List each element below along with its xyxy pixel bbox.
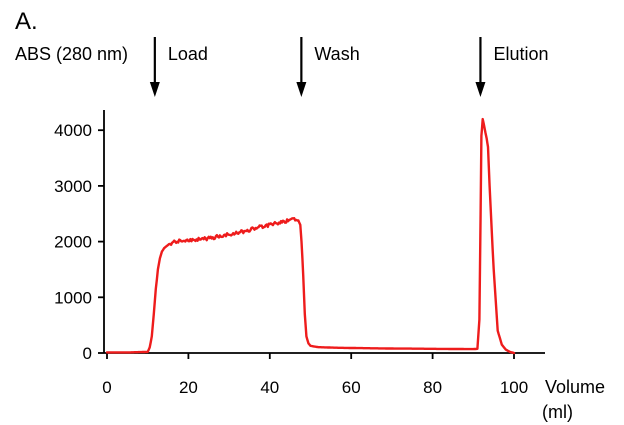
y-tick-label: 3000 <box>54 177 92 196</box>
annotations: Load Wash Elution <box>149 37 548 97</box>
series-line-0 <box>105 117 516 355</box>
x-axis-label-line2: (ml) <box>542 402 573 422</box>
y-tick-label: 4000 <box>54 121 92 140</box>
x-tick-label: 100 <box>500 378 528 397</box>
x-ticks: 0 20 40 60 80 100 <box>102 353 528 397</box>
x-tick-label: 0 <box>102 378 111 397</box>
y-tick-label: 2000 <box>54 233 92 252</box>
annotation-label: Load <box>168 44 208 64</box>
x-tick-label: 60 <box>342 378 361 397</box>
annotation-load: Load <box>149 37 208 97</box>
arrow-down-icon <box>149 82 160 97</box>
x-tick-label: 20 <box>179 378 198 397</box>
x-axis-label-line1: Volume <box>545 377 605 397</box>
axes <box>103 110 545 354</box>
panel-label: A. <box>15 8 38 35</box>
arrow-down-icon <box>475 82 486 97</box>
x-tick-label: 80 <box>423 378 442 397</box>
annotation-label: Wash <box>314 44 359 64</box>
annotation-label: Elution <box>493 44 548 64</box>
x-tick-label: 40 <box>260 378 279 397</box>
y-tick-label: 1000 <box>54 288 92 307</box>
annotation-wash: Wash <box>296 37 360 97</box>
arrow-down-icon <box>296 82 307 97</box>
annotation-elution: Elution <box>475 37 548 97</box>
y-tick-label: 0 <box>83 344 92 363</box>
y-ticks: 0 1000 2000 3000 4000 <box>54 121 104 363</box>
y-axis-label: ABS (280 nm) <box>15 44 128 64</box>
plot-area <box>105 117 516 355</box>
